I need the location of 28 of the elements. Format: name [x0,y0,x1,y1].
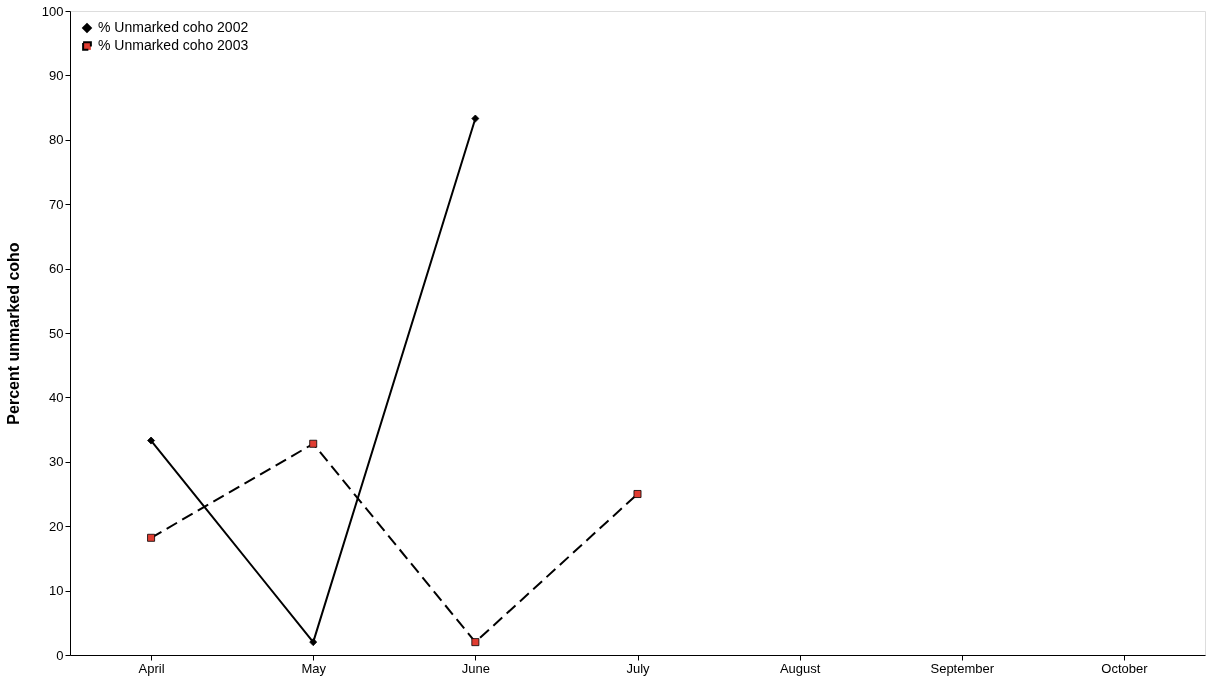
y-tick-label: 10 [49,583,64,599]
y-tick-label: 70 [49,196,64,212]
x-tick-label: August [779,660,821,676]
y-tick-label: 0 [56,647,64,663]
point [309,439,318,448]
x-tick-label: September [930,660,995,676]
point [147,436,156,445]
point [471,638,480,647]
x-tick-label: July [626,660,651,676]
point [147,533,156,542]
y-tick-label: 50 [49,325,64,341]
point [633,490,642,498]
y-tick-label: 100 [41,3,64,19]
y-tick-label: 90 [49,67,64,83]
y-tick-label: 80 [49,132,64,148]
x-tick-label: June [461,660,490,676]
x-tick-label: April [138,660,165,676]
legend-label: % Unmarked coho 2002 [98,19,249,35]
legend-label: % Unmarked coho 2003 [98,37,249,53]
x-tick-label: May [301,660,327,676]
x-tick-label: October [1101,660,1149,676]
point [471,114,480,123]
y-tick-label: 60 [49,261,64,277]
y-tick-label: 40 [49,389,64,405]
point [309,638,318,647]
y-axis-title: Percent unmarked coho [4,242,22,425]
y-tick-label: 20 [49,518,64,534]
y-tick-label: 30 [49,454,64,470]
